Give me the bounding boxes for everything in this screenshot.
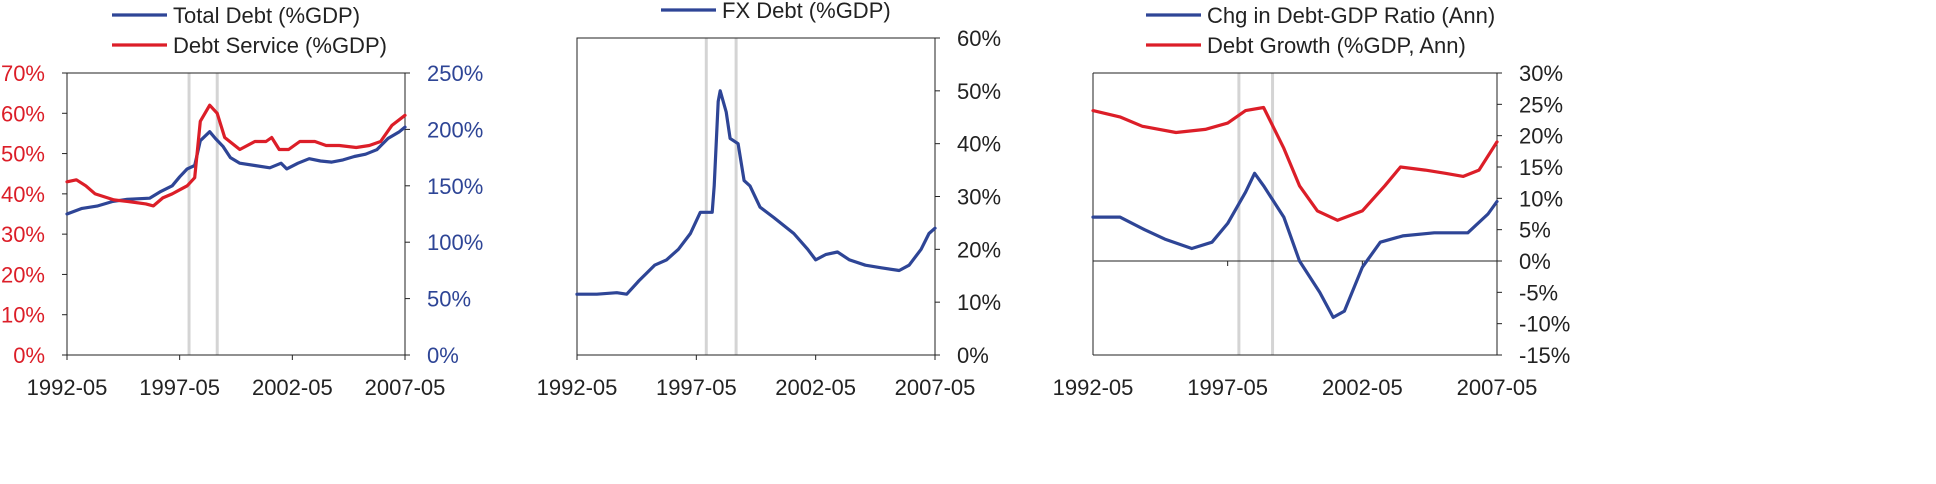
x-tick-label: 2007-05 (1457, 375, 1538, 400)
right-y-tick-label: 50% (957, 79, 1001, 104)
x-tick-label: 1997-05 (656, 375, 737, 400)
series-line-2 (65, 103, 407, 208)
legend-label-1: Chg in Debt-GDP Ratio (Ann) (1207, 3, 1495, 28)
legend-label-2: Debt Service (%GDP) (173, 33, 387, 58)
left-y-tick-label: 60% (1, 101, 45, 126)
right-y-tick-label: 40% (957, 132, 1001, 157)
series-line-1 (575, 89, 937, 296)
right-y-tick-label: -5% (1519, 280, 1558, 305)
chart-debt-and-service: 1992-05 1997-05 2002-05 2007-05 0% 10% 20% 30% 4… (1, 3, 483, 400)
right-y-tick-label: 30% (957, 185, 1001, 210)
left-y-tick-label: 20% (1, 262, 45, 287)
left-y-tick-label: 70% (1, 61, 45, 86)
right-y-tick-label: 10% (957, 290, 1001, 315)
x-tick-label: 1997-05 (139, 375, 220, 400)
left-y-tick-label: 30% (1, 222, 45, 247)
right-y-tick-label: 60% (957, 26, 1001, 51)
right-y-tick-label: 50% (427, 287, 471, 312)
right-y-tick-label: 10% (1519, 186, 1563, 211)
right-y-tick-label: 5% (1519, 218, 1551, 243)
x-tick-label: 2007-05 (365, 375, 446, 400)
right-y-tick-label: 0% (427, 343, 459, 368)
series-line-2 (1091, 105, 1499, 222)
right-y-tick-label: 0% (957, 343, 989, 368)
right-y-tick-label: 150% (427, 174, 483, 199)
series-line-1 (1091, 171, 1499, 319)
x-tick-label: 1997-05 (1187, 375, 1268, 400)
chart-debt-growth: 1992-05 1997-05 2002-05 2007-05 -15% -10% -5% 0… (1053, 3, 1571, 400)
right-y-tick-label: -15% (1519, 343, 1570, 368)
x-tick-label: 2002-05 (1322, 375, 1403, 400)
right-y-tick-label: 25% (1519, 92, 1563, 117)
right-y-tick-label: 250% (427, 61, 483, 86)
right-y-tick-label: 15% (1519, 155, 1563, 180)
x-tick-label: 1992-05 (27, 375, 108, 400)
left-y-tick-label: 50% (1, 142, 45, 167)
left-y-tick-label: 10% (1, 303, 45, 328)
right-y-tick-label: 0% (1519, 249, 1551, 274)
right-y-tick-label: 100% (427, 230, 483, 255)
right-y-tick-label: 30% (1519, 61, 1563, 86)
right-y-tick-label: 20% (957, 237, 1001, 262)
legend-label-2: Debt Growth (%GDP, Ann) (1207, 33, 1466, 58)
x-tick-label: 2002-05 (252, 375, 333, 400)
right-y-tick-label: 20% (1519, 124, 1563, 149)
x-tick-label: 1992-05 (537, 375, 618, 400)
right-y-tick-label: 200% (427, 117, 483, 142)
x-tick-label: 1992-05 (1053, 375, 1134, 400)
left-y-tick-label: 40% (1, 182, 45, 207)
series-line-1 (65, 125, 407, 216)
chart-fx-debt: 1992-05 1997-05 2002-05 2007-05 0% 10% 20% 30% 4… (537, 0, 1001, 400)
x-tick-label: 2007-05 (895, 375, 976, 400)
legend-label-1: Total Debt (%GDP) (173, 3, 360, 28)
x-tick-label: 2002-05 (775, 375, 856, 400)
legend-label-1: FX Debt (%GDP) (722, 0, 891, 23)
left-y-tick-label: 0% (13, 343, 45, 368)
right-y-tick-label: -10% (1519, 312, 1570, 337)
